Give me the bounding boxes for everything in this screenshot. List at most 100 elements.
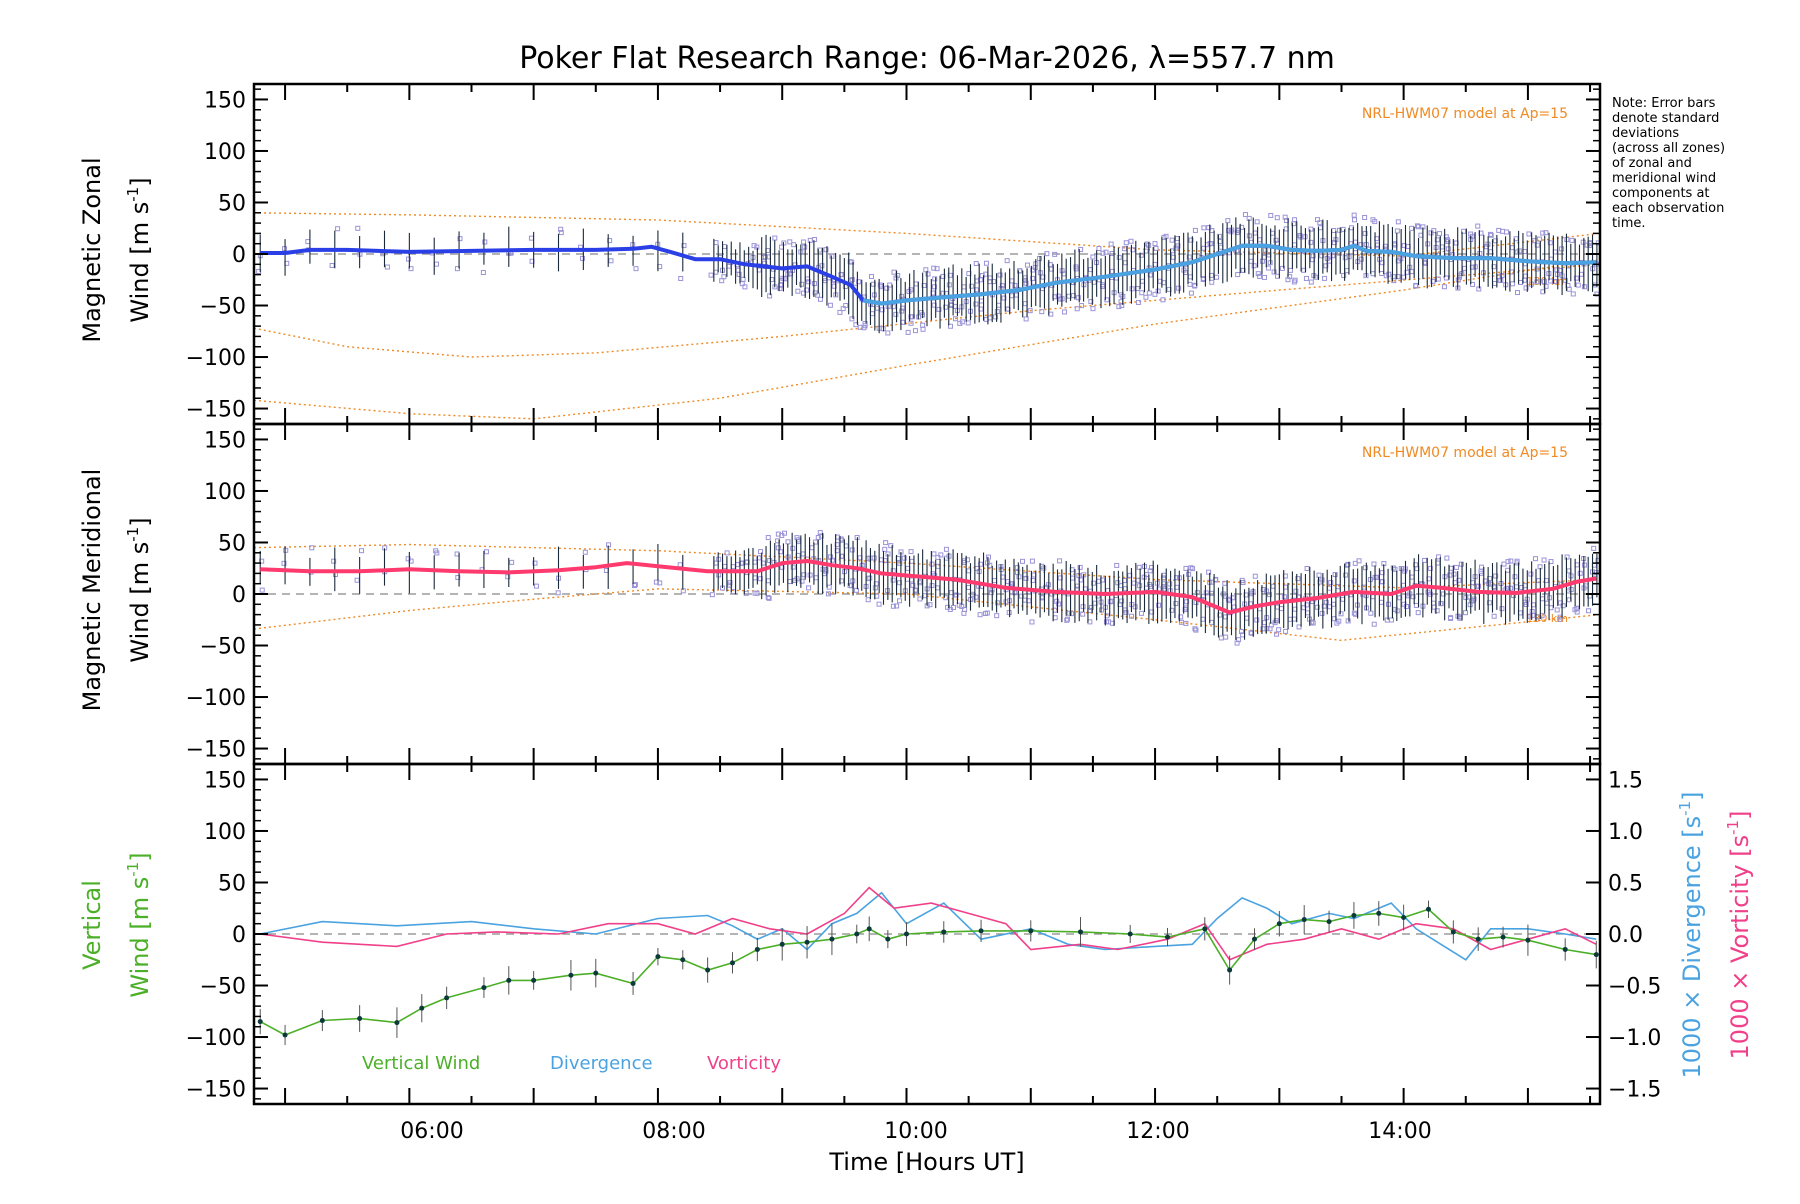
scatter-point [722,244,728,250]
scatter-point [1305,610,1311,616]
scatter-point [1486,600,1492,606]
scatter-point [1009,278,1015,284]
scatter-point [912,328,918,334]
scatter-point [1534,279,1540,285]
scatter-point [1370,217,1376,223]
scatter-point [1065,616,1071,622]
note-text: Note: Error bars denote standard deviati… [1612,96,1725,231]
y-tick-label: 0 [232,243,246,268]
scatter-point [1238,629,1244,635]
scatter-point [1188,565,1194,571]
scatter-point [977,612,983,618]
scatter-point [899,308,905,314]
scatter-point [994,613,1000,619]
scatter-point [1548,605,1554,611]
vertical-wind-point [854,931,860,937]
scatter-point [1443,275,1449,281]
scatter-point [799,281,805,287]
scatter-point [1274,215,1280,221]
scatter-point [713,240,719,246]
scatter-point [1019,593,1025,599]
scatter-point [736,271,742,277]
scatter-point [992,578,998,584]
right-label-vorticity: 1000 × Vorticity [s-1] [1724,811,1754,1060]
y-tick-label: 150 [204,88,246,113]
y-tick-label: 100 [204,480,246,505]
model-label-meridional: NRL-HWM07 model at Ap=15 [1362,445,1568,461]
scatter-point [882,546,888,552]
scatter-point [1115,580,1121,586]
scatter-point [1491,264,1497,270]
vertical-wind-point [481,985,487,991]
scatter-point [1418,232,1424,238]
scatter-point [772,235,778,241]
scatter-point [885,330,891,336]
vertical-wind-point [1525,937,1531,943]
scatter-point [1519,585,1525,591]
scatter-point [1434,608,1440,614]
chart-marks: 150 100 50 0 −50 −100 −150 150 100 50 0 −50 −100 −150… [186,82,1661,1106]
scatter-point [1562,277,1568,283]
scatter-point [1413,562,1419,568]
scatter-point [1362,214,1368,220]
scatter-point [945,604,951,610]
scatter-point [681,243,687,249]
scatter-point [1292,277,1298,283]
scatter-point [931,551,937,557]
scatter-point [806,279,812,285]
x-tick-label: 10:00 [884,1119,947,1144]
scatter-point [1370,594,1376,600]
scatter-point [1178,614,1184,620]
vertical-wind-point [1227,967,1233,973]
scatter-point [719,278,725,284]
scatter-point [1453,564,1459,570]
scatter-point [787,239,793,245]
scatter-point [1090,306,1096,312]
vertical-wind-point [1351,912,1357,918]
scatter-point [483,549,489,555]
scatter-point [309,545,315,551]
ylabel-meridional-sup: -1 [124,527,142,542]
scatter-point [853,587,859,593]
scatter-point [579,255,585,261]
vertical-wind-point [779,941,785,947]
x-tick-label: 08:00 [642,1119,705,1144]
scatter-point [983,260,989,266]
scatter-point [1090,254,1096,260]
scatter-point [1493,573,1499,579]
scatter-point [996,302,1002,308]
scatter-point [1581,562,1587,568]
scatter-point [799,578,805,584]
scatter-point [1183,565,1189,571]
scatter-point [1225,218,1231,224]
scatter-point [999,283,1005,289]
scatter-point [433,548,439,554]
scatter-point [953,592,959,598]
scatter-point [823,567,829,573]
scatter-point [775,531,781,537]
scatter-point [1316,572,1322,578]
scatter-point [1569,237,1575,243]
scatter-point [1147,581,1153,587]
scatter-point [1356,558,1362,564]
scatter-point [1019,558,1025,564]
scatter-point [1371,561,1377,567]
scatter-point [482,239,488,245]
vertical-wind-point [754,946,760,952]
scatter-point [1581,284,1587,290]
scatter-point [509,559,515,565]
scatter-point [1274,631,1280,637]
scatter-point [1167,581,1173,587]
scatter-point [940,273,946,279]
vertical-wind-point [804,939,810,945]
scatter-point [758,549,764,555]
scatter-point [722,563,728,569]
scatter-point [1187,281,1193,287]
right-tick-label: 0.0 [1608,923,1643,948]
scatter-point [405,256,411,262]
scatter-point [1508,558,1514,564]
scatter-point [1240,579,1246,585]
scatter-point [607,238,613,244]
x-tick-labels: 06:00 08:00 10:00 12:00 14:00 [400,1119,1431,1144]
scatter-point [868,273,874,279]
